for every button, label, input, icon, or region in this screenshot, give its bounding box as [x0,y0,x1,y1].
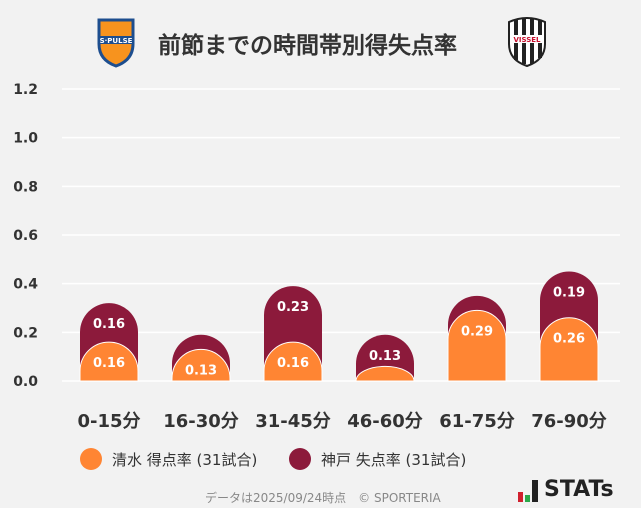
data-label-shimizu: 0.16 [93,356,125,371]
x-tick-label: 16-30分 [163,411,239,432]
bar-shimizu-scored [171,348,231,382]
legend-label-kobe: 神戸 失点率 (31試合) [321,450,467,469]
bar-shimizu-scored [447,310,507,382]
bar-shimizu-scored [79,341,139,382]
data-label-shimizu: 0.26 [553,332,585,347]
svg-text:S·PULSE: S·PULSE [100,37,133,45]
stats-brand-text: STATs [544,477,614,502]
bar-shimizu-scored [539,317,599,382]
vissel-logo: VISSEL [508,17,546,68]
legend-swatch-shimizu [80,448,102,470]
chart-title: 前節までの時間帯別得失点率 [158,33,457,59]
data-label-kobe: 0.19 [553,286,585,301]
x-tick-label: 31-45分 [255,411,331,432]
stats-brand: STATs [518,477,614,502]
bar-shimizu-scored [355,365,415,382]
bar-shimizu-scored [263,341,323,382]
y-tick-label: 1.0 [13,131,38,147]
stats-bars-icon [518,480,538,502]
x-tick-label: 46-60分 [347,411,423,432]
y-tick-label: 0.6 [13,228,38,244]
x-tick-label: 0-15分 [77,411,140,432]
legend-item-kobe: 神戸 失点率 (31試合) [289,448,466,470]
data-label-kobe: 0.13 [369,349,401,364]
stacked-bar-chart: 0.0 0.2 0.4 0.6 0.8 1.0 1.2 0.16 0.16 0-15分 0.13 16… [13,82,620,432]
data-label-kobe: 0.23 [277,300,309,315]
legend-label-shimizu: 清水 得点率 (31試合) [112,450,258,469]
y-tick-label: 0.0 [13,374,38,390]
legend-swatch-kobe [289,448,311,470]
data-label-shimizu: 0.13 [185,363,217,378]
legend-item-shimizu: 清水 得点率 (31試合) [80,448,257,470]
y-tick-label: 0.2 [13,325,38,341]
data-label-shimizu: 0.16 [277,356,309,371]
s-pulse-logo: S·PULSE [97,18,135,68]
data-label-shimizu: 0.29 [461,324,493,339]
y-tick-label: 0.8 [13,179,38,195]
data-label-kobe: 0.16 [93,317,125,332]
y-tick-label: 0.4 [13,277,38,293]
x-tick-label: 61-75分 [439,411,515,432]
svg-text:VISSEL: VISSEL [513,36,541,44]
footer-note: データは2025/09/24時点 © SPORTERIA [205,491,441,505]
x-tick-label: 76-90分 [531,411,607,432]
y-tick-label: 1.2 [13,82,38,98]
